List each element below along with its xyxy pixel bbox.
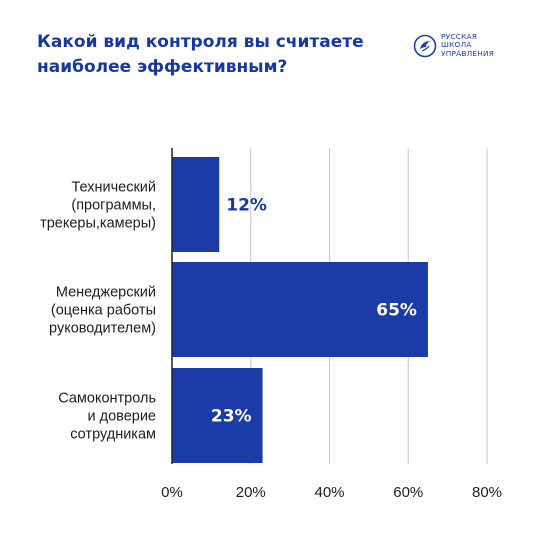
logo-line-3: УПРАВЛЕНИЯ bbox=[441, 48, 495, 58]
x-tick-label: 20% bbox=[236, 484, 266, 501]
x-tick-label: 60% bbox=[393, 484, 423, 501]
data-label: 12% bbox=[226, 196, 267, 216]
x-tick-label: 0% bbox=[161, 484, 183, 501]
chart-title: Какой вид контроля вы считаете наиболее … bbox=[37, 30, 377, 80]
category-label: Менеджерский (оценка работы руководителем) bbox=[49, 285, 156, 337]
logo-text: РУССКАЯ ШКОЛА УПРАВЛЕНИЯ bbox=[441, 32, 495, 58]
data-label: 23% bbox=[211, 407, 252, 427]
x-tick-label: 80% bbox=[472, 484, 502, 501]
category-label: Технический (программы, трекеры,камеры) bbox=[40, 180, 156, 232]
x-tick-label: 40% bbox=[314, 484, 344, 501]
chart-title-line-2: наиболее эффективным? bbox=[37, 57, 288, 77]
category-label: Самоконтроль и доверие сотрудникам bbox=[58, 391, 156, 443]
bar bbox=[172, 262, 428, 357]
bar bbox=[172, 368, 263, 463]
chart-title-line-1: Какой вид контроля вы считаете bbox=[37, 32, 364, 52]
data-label: 65% bbox=[376, 301, 417, 321]
dove-emblem-icon bbox=[413, 34, 437, 57]
logo-line-2: ШКОЛА bbox=[441, 40, 472, 50]
brand-logo: РУССКАЯ ШКОЛА УПРАВЛЕНИЯ bbox=[413, 32, 495, 58]
logo-line-1: РУССКАЯ bbox=[441, 32, 478, 41]
bar bbox=[172, 157, 220, 252]
